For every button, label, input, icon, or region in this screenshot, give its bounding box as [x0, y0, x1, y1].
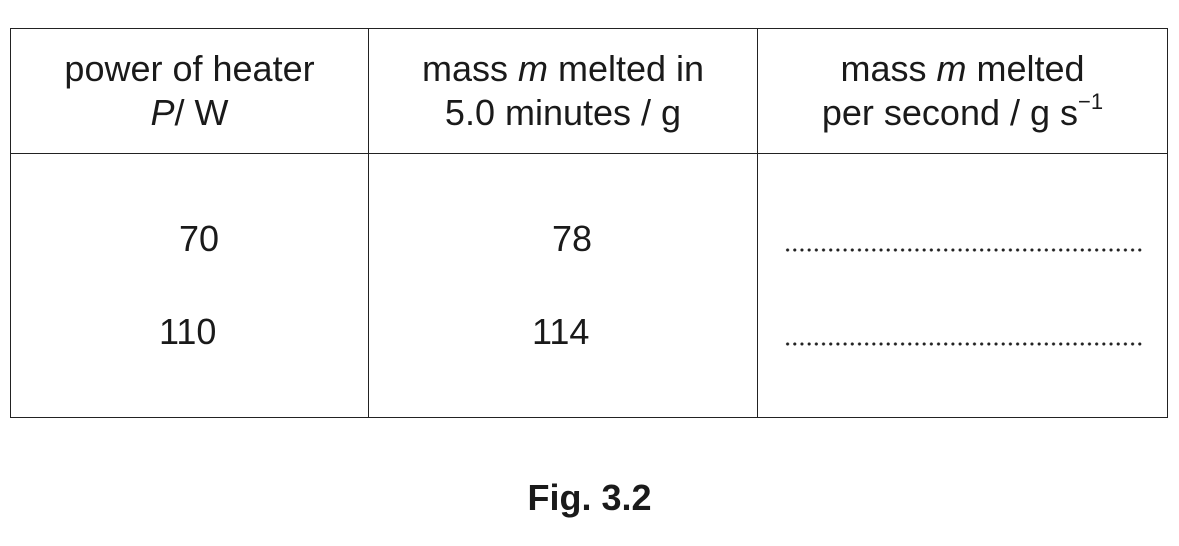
mass-value-2: 114: [532, 311, 590, 352]
header-power-line2: P/ W: [11, 91, 368, 135]
header-rate-exponent: −1: [1078, 89, 1104, 114]
header-rate-post: melted: [966, 48, 1085, 89]
answer-line-1[interactable]: [784, 248, 1143, 252]
header-mass-post: melted in: [547, 48, 705, 89]
symbol-p: P: [150, 92, 175, 133]
header-rate-line2: per second / g s−1: [758, 91, 1167, 135]
figure-caption: Fig. 3.2: [527, 477, 652, 518]
body-row: 70 110 78 114: [10, 153, 1168, 418]
mass-values-cell: 78 114: [368, 153, 758, 418]
header-rate: mass m melted per second / g s−1: [757, 28, 1168, 154]
header-row: power of heater P/ W mass m melted in 5.…: [10, 28, 1168, 154]
header-mass-line2: 5.0 minutes / g: [444, 92, 682, 133]
mass-value-1: 78: [552, 218, 593, 259]
header-rate-unit: per second / g s: [821, 92, 1079, 133]
header-power-line1: power of heater: [64, 48, 315, 89]
header-rate-line1: mass m melted: [758, 47, 1167, 91]
header-rate-pre: mass: [840, 48, 937, 89]
unit-watt: / W: [174, 92, 229, 133]
header-power: power of heater P/ W: [10, 28, 369, 154]
header-mass: mass m melted in 5.0 minutes / g: [368, 28, 758, 154]
symbol-m-rate: m: [936, 48, 967, 89]
header-mass-pre: mass: [421, 48, 518, 89]
power-value-1: 70: [179, 218, 220, 259]
results-table: power of heater P/ W mass m melted in 5.…: [10, 28, 1168, 418]
rate-answer-cell: [757, 153, 1168, 418]
symbol-m: m: [517, 48, 548, 89]
header-mass-line1: mass m melted in: [369, 47, 757, 91]
power-value-2: 110: [159, 311, 217, 352]
power-values-cell: 70 110: [10, 153, 369, 418]
answer-line-2[interactable]: [784, 342, 1143, 346]
